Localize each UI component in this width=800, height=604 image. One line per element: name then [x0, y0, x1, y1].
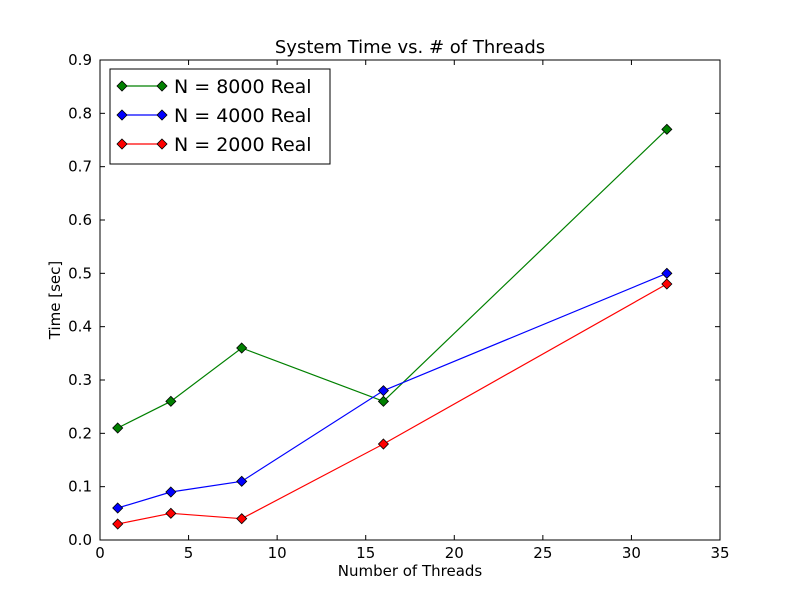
chart-title: System Time vs. # of Threads	[275, 37, 545, 58]
y-tick-label: 0.7	[68, 158, 92, 176]
data-point	[165, 395, 177, 407]
legend-label: N = 8000 Real	[174, 76, 312, 98]
data-point	[112, 422, 124, 434]
y-tick-label: 0.4	[68, 318, 92, 336]
data-point	[236, 513, 248, 525]
plot-area: 0 5 10 15 20 25 30 35 0.0 0.1 0.2 0.3 0.4 0.5 0.6 0.7 0.…	[68, 51, 729, 562]
x-tick-label: 35	[710, 544, 729, 562]
y-tick-label: 0.8	[68, 104, 92, 122]
data-point	[661, 123, 673, 135]
data-point	[661, 278, 673, 290]
data-point	[236, 475, 248, 487]
legend-box	[109, 68, 331, 165]
x-tick-label: 5	[184, 544, 194, 562]
data-point	[165, 486, 177, 498]
data-point	[165, 507, 177, 519]
x-tick-label: 0	[95, 544, 105, 562]
data-point	[377, 385, 389, 397]
y-axis-label: Time [sec]	[46, 261, 64, 340]
data-point	[377, 395, 389, 407]
x-tick-label: 25	[533, 544, 552, 562]
data-point	[112, 502, 124, 514]
y-tick-label: 0.6	[68, 211, 92, 229]
legend-label: N = 4000 Real	[174, 105, 312, 127]
legend-marker	[156, 138, 168, 150]
legend: N = 8000 Real N = 4000 Real N = 2000 Real	[109, 68, 331, 165]
data-point	[236, 342, 248, 354]
x-tick-label: 15	[356, 544, 375, 562]
y-tick-label: 0.9	[68, 51, 92, 69]
data-point	[661, 267, 673, 279]
series-line	[117, 128, 668, 429]
x-axis-label: Number of Threads	[338, 562, 483, 580]
legend-label: N = 2000 Real	[174, 134, 312, 156]
y-tick-label: 0.1	[68, 478, 92, 496]
legend-marker	[156, 80, 168, 92]
y-tick-label: 0.2	[68, 424, 92, 442]
series-line	[117, 272, 668, 509]
y-tick-label: 0.3	[68, 371, 92, 389]
x-tick-label: 20	[445, 544, 464, 562]
y-tick-label: 0.5	[68, 264, 92, 282]
x-tick-label: 10	[268, 544, 287, 562]
y-tick-label: 0.0	[68, 531, 92, 549]
legend-marker	[116, 138, 128, 150]
legend-marker	[116, 109, 128, 121]
data-point	[112, 518, 124, 530]
plot-frame	[99, 59, 721, 541]
data-point	[377, 438, 389, 450]
x-tick-label: 30	[622, 544, 641, 562]
legend-marker	[156, 109, 168, 121]
legend-marker	[116, 80, 128, 92]
